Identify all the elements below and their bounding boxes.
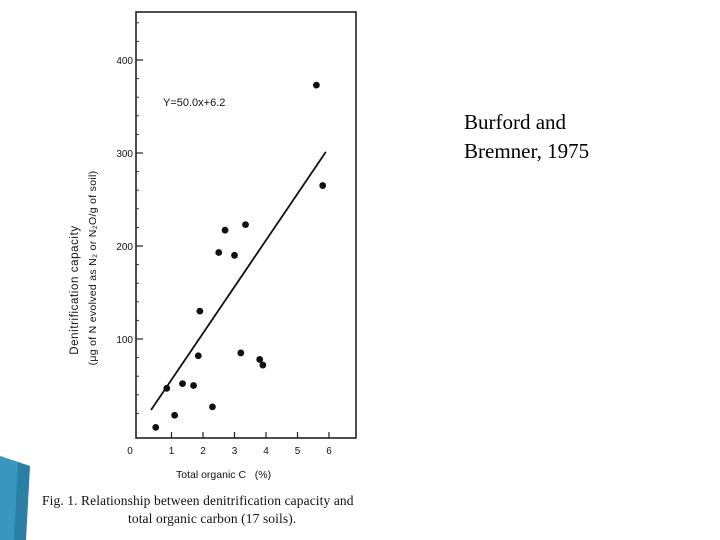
- data-point: [256, 356, 264, 363]
- x-axis-label: Total organic C (%): [176, 469, 271, 481]
- y-axis-label-line1: Denitrification capacity: [69, 225, 81, 354]
- data-point: [237, 349, 245, 357]
- y-axis-label-line2: (μg of N evolved as N₂ or N₂O/g of soil): [87, 171, 99, 366]
- plot-border: [135, 11, 357, 439]
- x-tick-label: 6: [326, 446, 332, 457]
- data-point: [242, 221, 249, 229]
- data-point: [231, 251, 238, 259]
- y-tick-label: 400: [116, 56, 133, 67]
- x-tick-label: 2: [200, 446, 206, 457]
- regression-line: [150, 151, 327, 411]
- fit-line: [150, 151, 327, 411]
- x-axis-ticks: 0 1 2 3 4 5 6: [127, 432, 332, 457]
- y-tick-label: 100: [116, 335, 133, 346]
- citation-line1: Burford and: [464, 110, 567, 134]
- citation-line2: Bremner, 1975: [464, 139, 590, 163]
- data-point: [209, 403, 216, 411]
- caption-line1: Fig. 1. Relationship between denitrifica…: [42, 493, 354, 508]
- data-point: [196, 307, 204, 315]
- y-tick-label: 200: [116, 242, 133, 253]
- data-point: [319, 182, 327, 189]
- x-tick-label: 5: [295, 446, 301, 457]
- y-tick-label: 300: [116, 149, 133, 160]
- data-point: [163, 384, 171, 392]
- data-point: [171, 411, 179, 419]
- data-point: [313, 81, 320, 89]
- caption-line2: total organic carbon (17 soils).: [128, 511, 297, 526]
- regression-equation: Y=50.0x+6.2: [163, 97, 225, 109]
- data-point: [221, 226, 229, 234]
- y-axis-ticks: 100 200 300 400: [116, 22, 143, 414]
- x-tick-label: 1: [169, 446, 175, 457]
- data-point: [179, 380, 186, 388]
- data-point: [190, 382, 197, 389]
- citation: Burford and Bremner, 1975: [464, 108, 589, 166]
- data-point: [194, 352, 202, 360]
- data-points: [152, 81, 327, 431]
- corner-decoration: [0, 456, 30, 540]
- x-tick-label: 4: [263, 446, 269, 457]
- x-tick-label: 3: [232, 446, 238, 457]
- data-point: [259, 361, 267, 369]
- figure-caption: Fig. 1. Relationship between denitrifica…: [42, 492, 402, 528]
- plot-frame: [135, 11, 357, 439]
- data-point: [215, 249, 223, 256]
- data-point: [152, 423, 160, 431]
- x-tick-label: 0: [127, 446, 133, 457]
